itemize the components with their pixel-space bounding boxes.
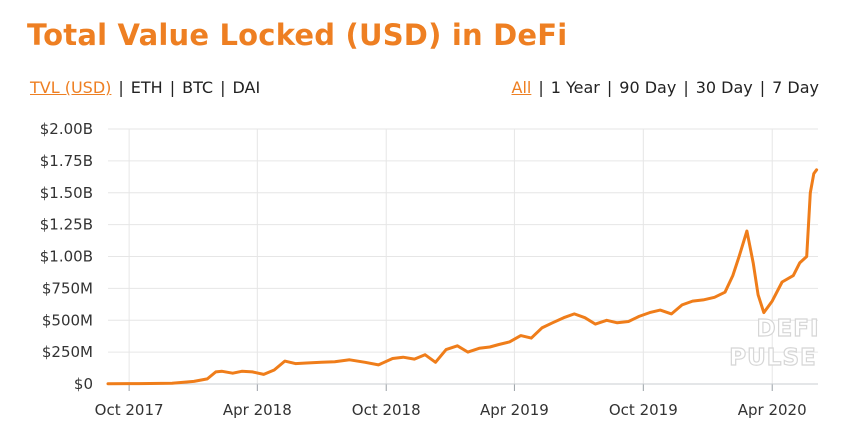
x-tick-label: Apr 2019 <box>480 401 549 419</box>
tab-separator: | <box>220 78 226 97</box>
range-30-day[interactable]: 30 Day <box>695 78 753 97</box>
watermark-line-1: DEFI <box>756 316 819 342</box>
tvl-series-line[interactable] <box>106 168 819 386</box>
x-tick-label: Oct 2019 <box>609 401 678 419</box>
y-tick-label: $1.50B <box>40 184 93 202</box>
tab-separator: | <box>118 78 124 97</box>
y-tick-label: $500M <box>42 311 93 329</box>
tab-separator: | <box>538 78 544 97</box>
x-tick-label: Apr 2018 <box>223 401 292 419</box>
tab-separator: | <box>683 78 689 97</box>
y-tick-label: $250M <box>42 343 93 361</box>
range-all[interactable]: All <box>511 78 532 97</box>
tab-separator: | <box>759 78 766 97</box>
axes: $0 $250M $500M $750M $1.00B $1.25B $1.50B $1.75… <box>40 120 818 419</box>
defi-pulse-watermark: DEFI PULSE <box>729 315 819 371</box>
gridlines <box>108 128 818 385</box>
y-tick-label: $2.00B <box>40 120 93 138</box>
watermark-line-2: PULSE <box>729 345 816 371</box>
y-tick-label: $0 <box>74 375 93 393</box>
x-tick-label: Oct 2017 <box>95 401 164 419</box>
tab-separator: | <box>169 78 176 97</box>
y-tick-label: $1.00B <box>40 248 93 266</box>
range-1-year[interactable]: 1 Year <box>550 78 600 97</box>
tab-btc[interactable]: BTC <box>182 78 214 97</box>
tab-dai[interactable]: DAI <box>232 78 261 97</box>
range-tabs: All | 1 Year | 90 Day | 30 Day | 7 Day <box>512 78 820 97</box>
range-90-day[interactable]: 90 Day <box>619 78 677 97</box>
page-title: Total Value Locked (USD) in DeFi <box>27 18 568 52</box>
tab-tvl-usd[interactable]: TVL (USD) <box>30 78 112 97</box>
x-tick-label: Oct 2018 <box>352 401 421 419</box>
y-tick-label: $1.75B <box>40 152 93 170</box>
tab-separator: | <box>606 78 613 97</box>
y-tick-label: $1.25B <box>40 216 93 234</box>
tab-eth[interactable]: ETH <box>130 78 163 97</box>
y-tick-label: $750M <box>42 279 93 297</box>
series-layer <box>106 168 819 386</box>
range-7-day[interactable]: 7 Day <box>772 78 819 97</box>
metric-tabs: TVL (USD) | ETH | BTC | DAI <box>30 78 260 97</box>
x-tick-label: Apr 2020 <box>738 401 807 419</box>
